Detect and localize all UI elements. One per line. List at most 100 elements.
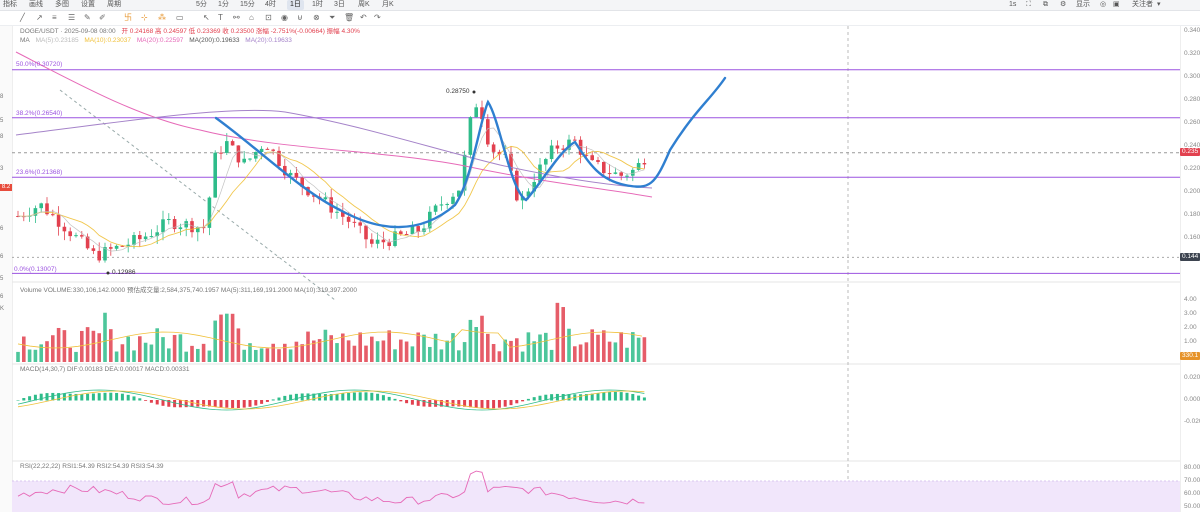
volume-bar [56, 327, 61, 362]
interval-15m[interactable]: 15分 [240, 1, 255, 8]
macd-bar [590, 393, 594, 401]
candle-body [33, 208, 38, 216]
indicator-menu[interactable]: 指标 [3, 1, 17, 8]
interval-3d[interactable]: 3日 [334, 1, 345, 8]
rsi-tick: 50.00 [1184, 503, 1200, 510]
candle-body [613, 172, 618, 174]
macd-bar [463, 400, 467, 407]
gear-icon[interactable]: ⚙ [1060, 1, 1067, 8]
volume-bar [486, 333, 490, 362]
filter-icon[interactable]: ⏷ [329, 13, 336, 22]
channel-icon[interactable]: ☰ [68, 13, 76, 22]
macd-bar [33, 394, 37, 401]
arrow-icon[interactable]: ↖ [203, 13, 210, 22]
interval-week[interactable]: 周K [358, 1, 370, 8]
hide-icon[interactable]: ⊗ [313, 13, 320, 22]
display-button[interactable]: 显示 [1076, 1, 1090, 8]
macd-bar [399, 400, 403, 402]
tag-icon[interactable]: ⌂ [249, 13, 254, 22]
volume-bar [91, 330, 96, 362]
interval-month[interactable]: 月K [382, 1, 394, 8]
brush-icon[interactable]: ✐ [99, 13, 106, 22]
candle-body [387, 242, 391, 246]
macd-bar [225, 400, 229, 408]
candle-body [230, 141, 235, 146]
macd-bar [97, 393, 101, 401]
candle-body [399, 231, 403, 234]
fib-icon[interactable]: 卐 [124, 13, 132, 22]
drawing-toolbar: ╱ ↗ ≡ ☰ ✎ ✐ 卐 ⊹ ⁂ ▭ ↖ T ⚯ ⌂ ⊡ ◉ ⊍ ⊗ ⏷ 🗑 … [0, 11, 1200, 26]
screenshot-icon[interactable]: ⧉ [1043, 1, 1048, 8]
undo-icon[interactable]: ↶ [360, 13, 367, 22]
volume-bar [491, 344, 496, 362]
ruler-icon[interactable]: ▭ [176, 13, 184, 22]
candle-body [625, 175, 629, 177]
volume-bar [33, 349, 38, 362]
volume-bar [317, 339, 322, 362]
link-icon[interactable]: ⚯ [233, 13, 240, 22]
candle-body [422, 228, 426, 232]
delete-icon[interactable]: 🗑 [344, 13, 355, 22]
refresh-rate[interactable]: 1s [1009, 1, 1017, 8]
multi-chart-menu[interactable]: 多图 [55, 1, 69, 8]
pen-icon[interactable]: ✎ [84, 13, 91, 22]
redo-icon[interactable]: ↷ [374, 13, 381, 22]
candle-body [590, 155, 594, 161]
chevron-down-icon[interactable]: ▾ [1157, 1, 1161, 8]
macd-bar [503, 400, 507, 407]
candle-body [474, 107, 478, 118]
macd-bar [341, 393, 345, 401]
interval-1h[interactable]: 1时 [312, 1, 323, 8]
ray-icon[interactable]: ↗ [36, 13, 43, 22]
volume-bar [103, 312, 107, 362]
candle-body [132, 235, 136, 245]
interval-5m[interactable]: 5分 [196, 1, 207, 8]
settings-menu[interactable]: 设置 [81, 1, 95, 8]
macd-bar [347, 393, 351, 401]
volume-bar [445, 340, 449, 362]
text-icon[interactable]: T [218, 13, 223, 22]
candle-body [167, 219, 171, 221]
volume-bar [457, 350, 461, 362]
candle-body [172, 219, 177, 230]
layout-icon[interactable]: ▣ [1113, 1, 1120, 8]
macd-bar [468, 400, 472, 408]
macd-bar [358, 392, 362, 401]
trendline-icon[interactable]: ╱ [20, 13, 25, 22]
eye-icon[interactable]: ◉ [281, 13, 288, 22]
follower-dropdown[interactable]: 关注者 [1132, 1, 1153, 8]
settings-icon[interactable]: ◎ [1100, 1, 1107, 8]
macd-bar [457, 400, 461, 407]
macd-bar [422, 400, 426, 407]
macd-bar [184, 400, 188, 408]
macd-bar [265, 400, 269, 402]
macd-bar [370, 392, 374, 401]
sidebar-value: 3 [0, 166, 4, 172]
interval-1m[interactable]: 1分 [218, 1, 229, 8]
period-menu[interactable]: 周期 [107, 1, 121, 8]
gann-icon[interactable]: ⊹ [141, 13, 148, 22]
magnet-icon[interactable]: ⊍ [297, 13, 303, 22]
candle-body [248, 158, 252, 160]
volume-bar [515, 338, 519, 362]
volume-bar [288, 349, 293, 362]
sidebar-value: 8 [0, 94, 4, 100]
volume-bar [561, 307, 565, 362]
low-annotation: 0.12986 [112, 269, 136, 276]
draw-menu[interactable]: 画线 [29, 1, 43, 8]
candle-body [190, 221, 194, 233]
hline-icon[interactable]: ≡ [52, 13, 57, 22]
candle-body [265, 148, 270, 150]
sidebar-badge[interactable]: 8.2 [0, 184, 12, 191]
lock-icon[interactable]: ⊡ [265, 13, 272, 22]
interval-1d[interactable]: 1日 [287, 0, 304, 10]
interval-4h[interactable]: 4时 [265, 1, 276, 8]
macd-bar [608, 392, 612, 401]
macd-bar [190, 400, 194, 407]
fullscreen-icon[interactable]: ⛶ [1026, 1, 1031, 8]
candle-body [381, 239, 386, 243]
candle-body [468, 117, 473, 155]
volume-bar [161, 337, 165, 362]
pattern-icon[interactable]: ⁂ [158, 13, 166, 22]
